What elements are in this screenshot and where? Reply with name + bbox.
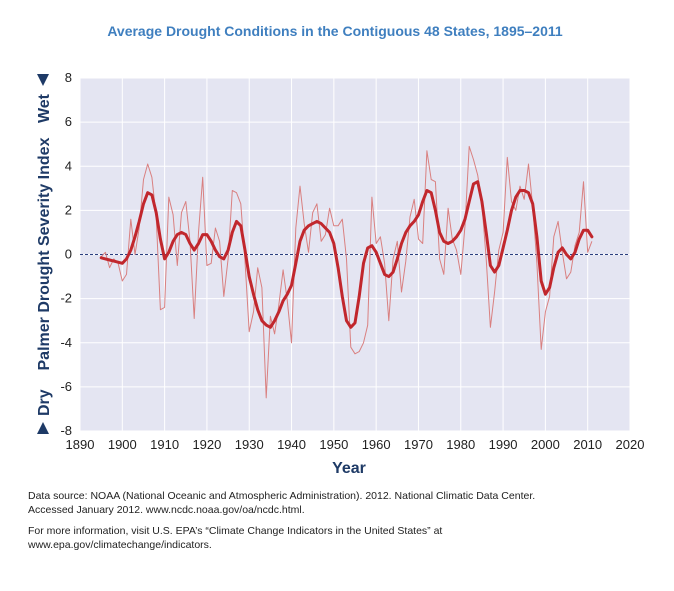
info-line-1: For more information, visit U.S. EPA’s “… xyxy=(28,525,443,538)
data-source-note: Data source: NOAA (National Oceanic and … xyxy=(28,490,658,517)
annual-average-line xyxy=(100,145,593,399)
x-tick-label: 1990 xyxy=(489,437,518,452)
x-tick-label: 2020 xyxy=(616,437,645,452)
y-tick-label: 0 xyxy=(65,247,72,262)
y-tick-label: -8 xyxy=(60,423,72,438)
smoothed-average-line xyxy=(99,180,594,329)
x-tick-label: 1900 xyxy=(108,437,137,452)
x-tick-label: 1890 xyxy=(66,437,95,452)
y-tick-label: -4 xyxy=(60,335,72,350)
x-tick-label: 2010 xyxy=(573,437,602,452)
x-axis-label: Year xyxy=(332,460,366,477)
x-tick-label: 1960 xyxy=(362,437,391,452)
dry-arrow-icon xyxy=(37,422,49,434)
y-tick-labels: -8 -6 -4 -2 0 2 4 6 8 xyxy=(60,70,72,438)
x-tick-labels: 1890 1900 1910 1920 1930 1940 1950 1960 1970 1980… xyxy=(66,437,645,452)
chart-title: Average Drought Conditions in the Contig… xyxy=(107,23,563,39)
x-tick-label: 1950 xyxy=(319,437,348,452)
chart-notes: Data source: NOAA (National Oceanic and … xyxy=(28,490,658,561)
x-tick-label: 1980 xyxy=(446,437,475,452)
drought-chart: Average Drought Conditions in the Contig… xyxy=(36,23,645,477)
y-axis-dry-label: Dry xyxy=(36,389,53,416)
source-line-1: Data source: NOAA (National Oceanic and … xyxy=(28,490,536,502)
y-axis-label-group: Dry Palmer Drought Severity Index Wet xyxy=(36,74,53,434)
info-line-2: www.epa.gov/climatechange/indicators. xyxy=(28,538,212,551)
y-tick-label: 8 xyxy=(65,70,72,85)
y-tick-label: 6 xyxy=(65,114,72,129)
x-tick-label: 2000 xyxy=(531,437,560,452)
y-tick-label: -2 xyxy=(60,291,72,306)
more-info-note: For more information, visit U.S. EPA’s “… xyxy=(28,525,658,552)
y-tick-label: 4 xyxy=(65,158,72,173)
y-axis-wet-label: Wet xyxy=(36,93,53,123)
y-tick-label: 2 xyxy=(65,202,72,217)
source-line-2: Accessed January 2012. www.ncdc.noaa.gov… xyxy=(28,503,305,516)
x-tick-label: 1970 xyxy=(404,437,433,452)
wet-arrow-icon xyxy=(37,74,49,86)
x-tick-label: 1940 xyxy=(277,437,306,452)
x-tick-label: 1910 xyxy=(150,437,179,452)
x-tick-label: 1920 xyxy=(192,437,221,452)
x-tick-label: 1930 xyxy=(235,437,264,452)
y-tick-label: -6 xyxy=(60,379,72,394)
y-axis-label: Palmer Drought Severity Index xyxy=(36,137,53,370)
